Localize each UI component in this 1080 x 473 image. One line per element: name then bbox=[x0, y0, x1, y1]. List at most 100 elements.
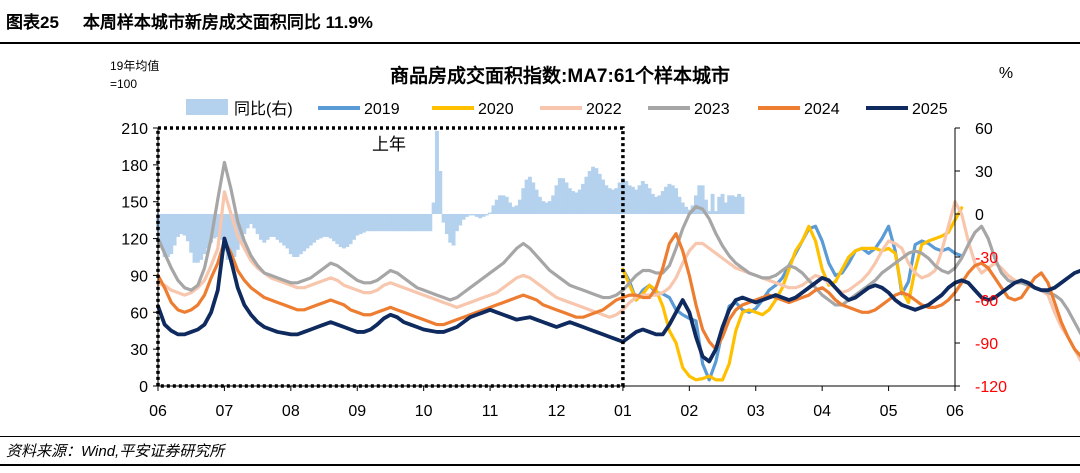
yoy-bar bbox=[444, 214, 449, 235]
yoy-bar bbox=[664, 186, 669, 214]
yoy-bar bbox=[408, 214, 413, 232]
yoy-bar bbox=[179, 214, 184, 235]
left-tick-label: 90 bbox=[130, 268, 148, 285]
yoy-bar bbox=[225, 214, 230, 260]
yoy-bar bbox=[262, 214, 267, 243]
yoy-bar bbox=[189, 214, 194, 253]
legend-label-yoy: 同比(右) bbox=[234, 100, 293, 118]
series-line-2020 bbox=[621, 206, 964, 382]
yoy-bar bbox=[458, 214, 463, 226]
header-rule bbox=[0, 42, 1080, 44]
yoy-bar bbox=[232, 214, 237, 257]
yoy-bar bbox=[335, 214, 340, 245]
figure-title: 本周样本城市新房成交面积同比 11.9% bbox=[82, 12, 373, 32]
left-axis-unit-base: =100 bbox=[110, 77, 137, 91]
yoy-bar bbox=[278, 214, 283, 243]
yoy-bar bbox=[511, 206, 516, 214]
yoy-bar bbox=[268, 214, 273, 237]
source-note: 资料来源：Wind,平安证券研究所 bbox=[6, 443, 225, 460]
yoy-bar bbox=[365, 214, 370, 232]
yoy-bar bbox=[624, 181, 629, 214]
legend-label-2023: 2023 bbox=[694, 101, 730, 118]
yoy-bar bbox=[368, 214, 373, 232]
yoy-bar bbox=[617, 182, 622, 214]
series-line-2025 bbox=[156, 236, 1080, 364]
yoy-bar bbox=[258, 214, 263, 240]
right-tick-label: -90 bbox=[975, 336, 998, 353]
yoy-bar bbox=[358, 214, 363, 235]
yoy-bar bbox=[654, 196, 659, 214]
yoy-bar bbox=[468, 214, 473, 216]
left-tick-label: 150 bbox=[121, 195, 148, 212]
yoy-bar bbox=[710, 193, 715, 214]
yoy-bar bbox=[448, 214, 453, 243]
yoy-bar bbox=[282, 214, 287, 246]
yoy-bar bbox=[531, 182, 536, 214]
left-tick-label: 180 bbox=[121, 158, 148, 175]
yoy-bar bbox=[551, 195, 556, 214]
chart-title: 商品房成交面积指数:MA7:61个样本城市 bbox=[390, 64, 730, 87]
yoy-bar bbox=[498, 195, 503, 214]
x-tick-label: 09 bbox=[348, 403, 366, 420]
chart-legend: 同比(右) 2019 2020 2022 2023 2024 2025 bbox=[186, 99, 948, 118]
yoy-bar bbox=[684, 206, 688, 214]
yoy-bar bbox=[521, 188, 526, 214]
yoy-bar bbox=[342, 214, 346, 249]
left-axis-unit: 19年均值 bbox=[110, 58, 159, 73]
footer-rule bbox=[0, 436, 1080, 437]
yoy-bar bbox=[544, 202, 549, 214]
x-tick-label: 04 bbox=[813, 403, 831, 420]
yoy-bar bbox=[209, 214, 214, 243]
yoy-bar bbox=[607, 188, 612, 214]
yoy-bar bbox=[166, 214, 170, 257]
yoy-bar bbox=[355, 214, 360, 236]
yoy-bar bbox=[451, 214, 456, 246]
yoy-bar bbox=[660, 191, 665, 214]
yoy-bar bbox=[471, 214, 476, 216]
legend-label-2024: 2024 bbox=[804, 101, 840, 118]
bottom-rule bbox=[0, 464, 1080, 466]
yoy-bar bbox=[388, 214, 393, 232]
legend-swatch-yoy bbox=[186, 99, 228, 115]
yoy-bar bbox=[630, 186, 635, 214]
yoy-bar bbox=[717, 196, 722, 214]
yoy-bar bbox=[375, 214, 380, 232]
left-tick-label: 120 bbox=[121, 232, 148, 249]
yoy-bar bbox=[454, 214, 459, 232]
x-tick-label: 12 bbox=[548, 403, 566, 420]
yoy-bar bbox=[162, 214, 167, 257]
yoy-bar bbox=[627, 185, 632, 214]
x-tick-label: 01 bbox=[614, 403, 632, 420]
yoy-bar bbox=[634, 189, 639, 214]
chart-area: 商品房成交面积指数:MA7:61个样本城市 19年均值 =100 % 同比(右)… bbox=[110, 58, 1080, 420]
yoy-bar bbox=[242, 214, 247, 235]
yoy-bar bbox=[395, 214, 400, 232]
yoy-bar bbox=[488, 212, 493, 214]
x-tick-label: 08 bbox=[282, 403, 300, 420]
yoy-bar bbox=[202, 214, 207, 255]
yoy-bar bbox=[697, 185, 702, 214]
yoy-bar bbox=[597, 173, 602, 214]
yoy-bar bbox=[351, 214, 356, 240]
yoy-bar bbox=[474, 214, 479, 217]
yoy-bar bbox=[720, 193, 725, 214]
yoy-bar bbox=[175, 214, 180, 237]
yoy-bar bbox=[195, 214, 200, 263]
right-tick-label: 0 bbox=[975, 207, 984, 224]
left-tick-label: 0 bbox=[139, 379, 148, 396]
yoy-bar bbox=[564, 182, 569, 214]
yoy-bar bbox=[431, 202, 436, 214]
yoy-bar bbox=[601, 179, 605, 214]
yoy-bar bbox=[338, 214, 343, 247]
yoy-bar bbox=[464, 214, 469, 217]
yoy-bar bbox=[229, 214, 234, 263]
yoy-bar bbox=[547, 201, 552, 214]
yoy-bar bbox=[318, 214, 323, 239]
right-tick-label: -60 bbox=[975, 293, 998, 310]
yoy-bar bbox=[737, 193, 742, 214]
yoy-bar bbox=[604, 185, 609, 214]
yoy-bar bbox=[265, 214, 270, 240]
yoy-bar bbox=[182, 214, 187, 236]
yoy-bar bbox=[312, 214, 317, 243]
